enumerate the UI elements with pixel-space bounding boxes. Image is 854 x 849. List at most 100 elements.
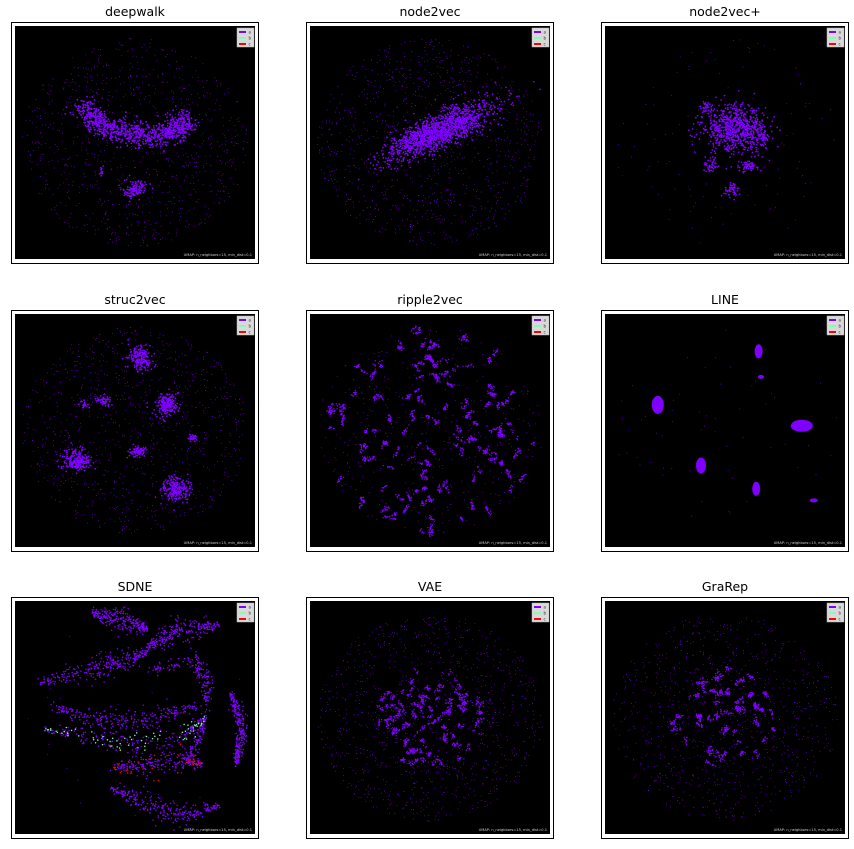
data-point [421,133,424,136]
data-point [494,81,497,84]
data-point [507,182,509,184]
data-point [151,141,152,143]
data-point [727,144,730,147]
data-point [76,226,78,228]
data-point [120,187,122,189]
data-point [81,116,84,119]
data-point [129,180,132,183]
data-point [450,98,452,100]
data-point [127,226,129,228]
data-point [124,127,127,130]
data-point [106,63,107,65]
data-point [144,181,146,183]
data-point [135,192,138,195]
data-point [402,86,403,87]
data-point [426,178,428,179]
data-point [453,129,456,131]
legend: abc [531,27,550,48]
data-point [354,165,356,167]
data-point [491,207,493,209]
legend-label: c [249,42,251,47]
data-point [444,115,447,118]
data-point [333,97,335,99]
data-point [424,82,426,84]
data-point [451,78,453,80]
panel-title: node2vec+ [689,4,761,19]
data-point [124,191,127,193]
data-point [188,224,190,226]
data-point [375,130,377,132]
data-point [220,180,222,182]
data-point [766,184,767,186]
data-point [479,131,482,134]
data-point [346,74,348,76]
data-point [533,156,535,158]
data-point [84,124,87,127]
data-point [770,207,771,209]
data-point [171,202,173,204]
data-point [389,79,391,81]
data-point [411,103,413,105]
data-point [154,54,156,56]
data-point [438,218,440,220]
data-point [430,210,432,211]
data-point [65,148,66,150]
data-point [137,147,140,150]
data-point [421,153,424,156]
data-point [120,164,121,166]
data-point [353,108,355,110]
data-point [440,110,443,113]
data-point [182,112,184,114]
data-point [125,93,126,95]
data-point [468,110,470,113]
data-point [464,131,467,134]
data-point [117,178,119,180]
data-point [508,89,510,92]
data-point [48,188,50,190]
data-point [738,122,741,125]
data-point [762,124,764,126]
data-point [467,117,469,120]
data-point [166,81,168,83]
data-point [704,129,706,132]
data-point [479,122,481,124]
data-point [456,112,459,114]
data-point [472,214,473,216]
data-point [91,153,93,155]
data-point [429,150,432,153]
data-point [349,199,351,201]
data-point [443,119,446,122]
data-point [433,145,435,148]
data-point [426,132,428,134]
data-point [217,85,218,87]
data-point [699,105,702,108]
data-point [732,141,735,144]
data-point [210,135,212,137]
data-point [452,151,454,153]
data-point [113,122,116,124]
data-point [86,77,88,79]
data-point [125,213,127,215]
data-point [511,87,512,89]
data-point [473,120,476,123]
data-point [123,95,125,97]
data-point [724,123,727,125]
data-point [496,97,499,100]
data-point [479,96,481,98]
data-point [523,96,525,98]
legend-label: b [249,36,252,41]
data-point [337,150,339,152]
data-point [431,41,433,42]
data-point [141,133,144,135]
data-point [509,172,511,174]
data-point [449,194,451,195]
data-point [476,138,478,140]
data-point [416,137,419,140]
data-point [698,138,701,140]
data-point [165,132,167,135]
data-point [499,96,500,98]
data-point [527,129,529,131]
data-point [190,94,192,96]
data-point [479,113,482,116]
data-point [141,141,144,143]
